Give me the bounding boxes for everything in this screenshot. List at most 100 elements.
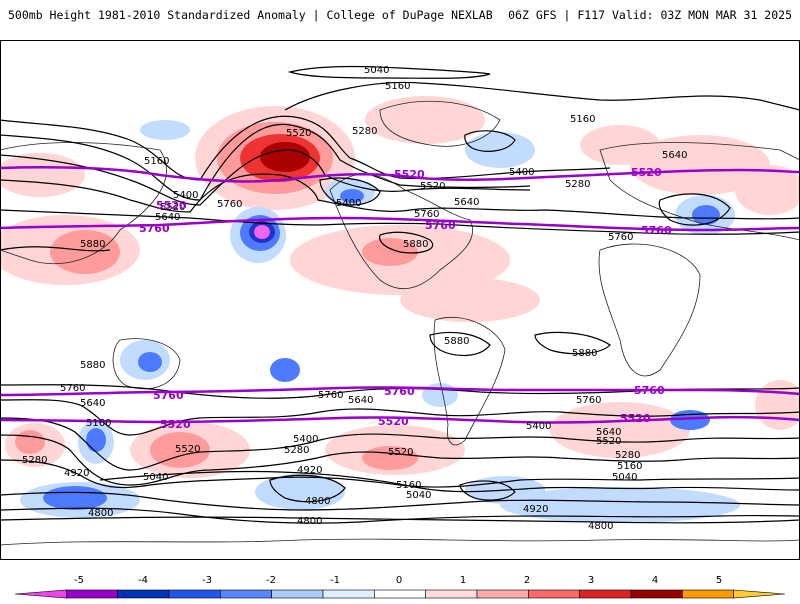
contour-label: 5640	[155, 212, 180, 223]
contour-label: 5160	[570, 114, 595, 125]
antarctica-outline	[0, 538, 800, 546]
colorbar-swatch	[374, 589, 426, 599]
contour-label: 5760	[576, 395, 601, 406]
reference-contour-label: 5520	[156, 199, 187, 212]
colorbar-swatch	[117, 589, 170, 599]
contour-label: 5880	[403, 239, 428, 250]
greenland-outline	[379, 100, 501, 147]
contour-label: 5880	[572, 348, 597, 359]
contour-label: 5640	[348, 395, 373, 406]
contour-label: 5760	[414, 209, 439, 220]
map-title: 500mb Height 1981-2010 Standardized Anom…	[8, 8, 493, 22]
contour-label: 5520	[160, 202, 185, 213]
height-contours	[0, 65, 800, 524]
reference-contour-label: 5760	[641, 224, 672, 237]
contour-5760-n	[0, 209, 800, 235]
contour-5040-top	[287, 65, 491, 79]
pos-anomaly-sio-mid	[15, 430, 45, 454]
colorbar-tick: 4	[652, 575, 658, 586]
contour-label: 5040	[364, 65, 389, 76]
neg-anomaly-spac-small	[270, 358, 300, 382]
colorbar-tick-labels: -5 -4 -3 -2 -1 0 1 2 3 4 5	[74, 575, 722, 586]
pos-anomaly-npac-core	[260, 142, 310, 172]
pos-anomaly-caspian	[735, 165, 800, 215]
australia-outline	[112, 338, 181, 390]
north-america-outline	[329, 173, 473, 289]
contour-label: 5160	[385, 81, 410, 92]
colorbar-swatch	[528, 589, 580, 599]
colorbar: -5 -4 -3 -2 -1 0 1 2 3 4 5	[0, 560, 800, 600]
africa-outline	[598, 243, 701, 377]
contour-5880-safr	[534, 331, 611, 355]
contour-4920-s	[0, 507, 800, 524]
contour-low-alaska	[319, 177, 381, 206]
contour-label: 5280	[565, 179, 590, 190]
coastlines	[0, 100, 800, 546]
reference-contour-label: 5520	[620, 412, 651, 425]
contour-label: 5520	[388, 447, 413, 458]
neg-anomaly-alaska-mid	[340, 189, 364, 203]
pos-anomaly-siberia	[0, 153, 85, 197]
colorbar-tick: -5	[74, 575, 84, 586]
anomaly-map: 5040 5160 5520 5280 5160 5400 5520 5640 …	[0, 40, 800, 560]
contour-label: 5520	[286, 128, 311, 139]
neg-anomaly-aus-mid	[138, 352, 162, 372]
contour-label: 5640	[80, 398, 105, 409]
colorbar-tick: 3	[588, 575, 594, 586]
contour-label: 5520	[420, 181, 445, 192]
contour-label: 4800	[588, 521, 613, 532]
asia-east-outline	[0, 142, 167, 265]
pos-anomaly-asia-mid	[50, 230, 120, 274]
colorbar-tick: -1	[330, 575, 340, 586]
contour-5880-asia	[0, 246, 111, 252]
neg-anomaly-antarctic-far-e	[500, 487, 740, 523]
contour-5040-s	[0, 491, 800, 511]
contour-label: 4920	[523, 504, 548, 515]
contour-label: 4920	[297, 465, 322, 476]
colorbar-swatch	[425, 589, 478, 599]
contour-4800-s	[0, 516, 800, 524]
contour-low-greenland	[464, 130, 516, 152]
header: 500mb Height 1981-2010 Standardized Anom…	[0, 0, 800, 40]
contour-5880-carib	[379, 231, 434, 254]
pos-anomaly-carib-mid	[362, 238, 418, 266]
contour-label: 5640	[596, 427, 621, 438]
contour-5400-n	[0, 123, 531, 201]
contour-label: 5520	[175, 444, 200, 455]
contour-label: 5880	[444, 336, 469, 347]
neg-anomaly-sam	[422, 383, 458, 407]
colorbar-swatch	[168, 589, 221, 599]
contour-label: 5640	[662, 150, 687, 161]
reference-contour-label: 5760	[425, 219, 456, 232]
colorbar-swatch	[630, 589, 683, 599]
contour-labels: 5040 5160 5520 5280 5160 5400 5520 5640 …	[22, 65, 687, 532]
colorbar-swatch	[682, 589, 734, 599]
colorbar-swatch	[271, 589, 324, 599]
contour-5400-s	[0, 434, 800, 486]
contour-label: 5400	[526, 421, 551, 432]
contour-label: 5160	[396, 480, 421, 491]
contour-label: 5760	[608, 232, 633, 243]
contour-5520-n-black	[0, 149, 531, 206]
contour-label: 5640	[454, 197, 479, 208]
colorbar-svg: -5 -4 -3 -2 -1 0 1 2 3 4 5	[14, 575, 786, 599]
pos-anomaly-europe	[630, 135, 770, 195]
contour-label: 5880	[80, 360, 105, 371]
colorbar-swatch	[220, 589, 272, 599]
reference-contour-5520-s	[0, 415, 800, 424]
contour-label: 5400	[293, 434, 318, 445]
neg-anomaly-kamchatka	[140, 120, 190, 140]
pos-anomaly-tasman-mid	[150, 432, 210, 468]
contour-label: 5160	[617, 461, 642, 472]
contour-5280-s	[0, 459, 800, 489]
contour-label: 5160	[86, 418, 111, 429]
contour-label: 5280	[22, 455, 47, 466]
colorbar-tick: -2	[266, 575, 276, 586]
contour-label: 5280	[615, 450, 640, 461]
contour-label: 4800	[305, 496, 330, 507]
pos-anomaly-eq-atl	[400, 278, 540, 322]
contour-label: 4800	[88, 508, 113, 519]
reference-contour-5520-n	[0, 166, 800, 183]
neg-anomaly-npac-core	[254, 225, 270, 239]
contour-label: 5040	[406, 490, 431, 501]
